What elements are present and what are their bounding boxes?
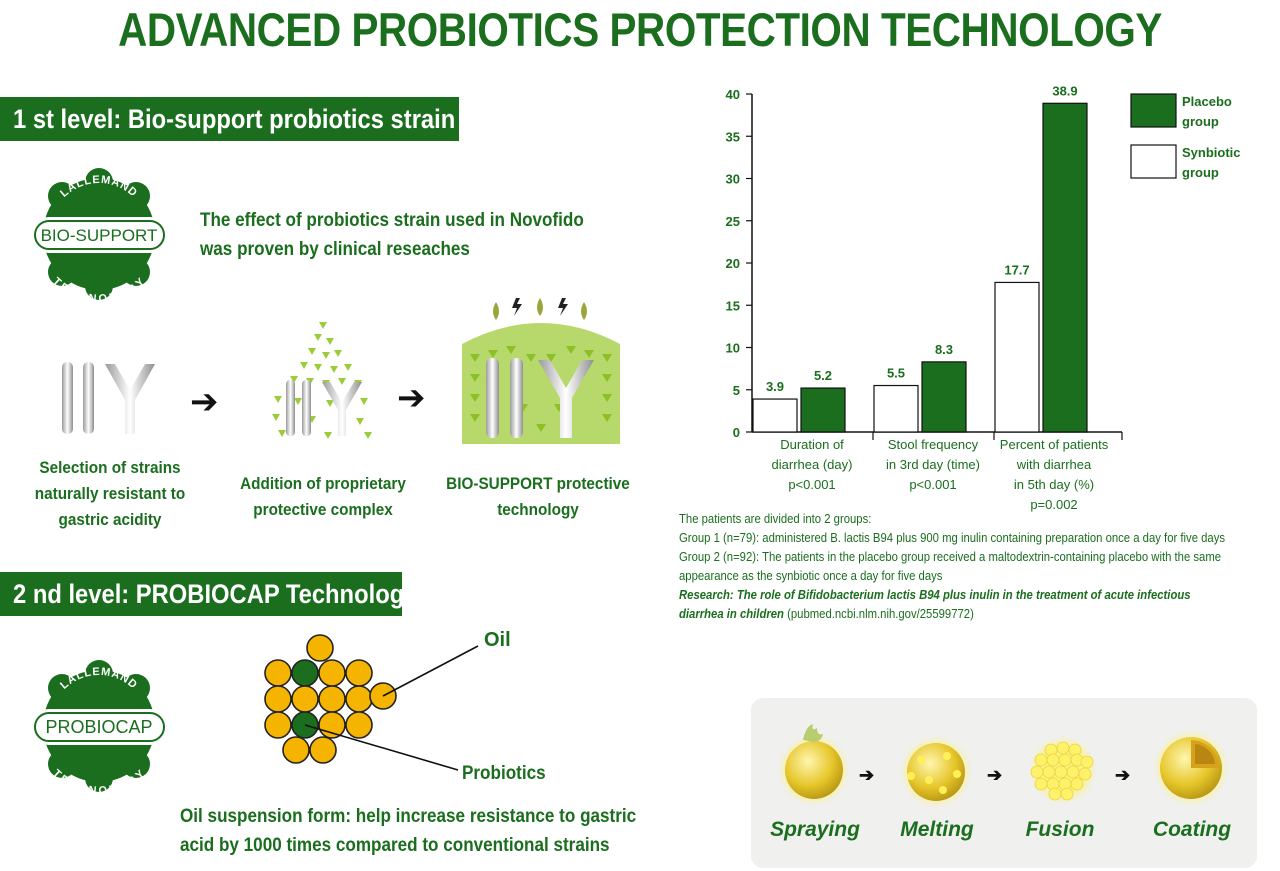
notes-line1: The patients are divided into 2 groups: bbox=[679, 511, 872, 526]
level2-desc-line2: acid by 1000 times compared to conventio… bbox=[180, 835, 610, 856]
x-tick-label: Percent of patients bbox=[1000, 437, 1109, 452]
legend-swatch bbox=[1130, 93, 1177, 128]
y-tick-label: 10 bbox=[726, 341, 740, 356]
legend-label: group bbox=[1182, 114, 1219, 129]
bio-support-technology-illustration bbox=[462, 298, 620, 444]
bar-placebo bbox=[1042, 102, 1088, 433]
oil-label: Oil bbox=[484, 629, 511, 651]
level2-banner: 2 nd level: PROBIOCAP Technology bbox=[0, 572, 417, 616]
bar-synbiotic bbox=[873, 384, 919, 433]
research-title-line1: Research: The role of Bifidobacterium la… bbox=[679, 587, 1191, 602]
y-tick-label: 5 bbox=[733, 383, 740, 398]
level2-description: Oil suspension form: help increase resis… bbox=[180, 802, 687, 860]
level1-desc-line1: The effect of probiotics strain used in … bbox=[200, 210, 584, 231]
y-tick-label: 25 bbox=[726, 214, 740, 229]
step2-caption: Addition of proprietary protective compl… bbox=[218, 471, 428, 523]
arrow-right-icon: ➔ bbox=[859, 765, 874, 785]
step1-caption: Selection of strains naturally resistant… bbox=[10, 455, 210, 533]
level1-desc-line2: was proven by clinical reseaches bbox=[200, 239, 470, 260]
process-illustrations: ➔ ➔ ➔ bbox=[778, 724, 1229, 808]
x-tick-label: p=0.002 bbox=[1030, 497, 1077, 512]
x-tick-label: p<0.001 bbox=[909, 477, 956, 492]
study-notes: The patients are divided into 2 groups: … bbox=[679, 509, 1269, 623]
research-title-line2: diarrhea in children (pubmed.ncbi.nlm.ni… bbox=[679, 604, 1192, 623]
oil-probiotics-diagram bbox=[264, 634, 479, 771]
bar-synbiotic bbox=[994, 281, 1040, 433]
data-label: 5.2 bbox=[814, 368, 832, 383]
bar-synbiotic bbox=[752, 398, 798, 433]
step3-caption-line1: BIO-SUPPORT protective bbox=[446, 474, 630, 493]
y-tick-label: 40 bbox=[726, 87, 740, 102]
fusion-icon bbox=[1029, 736, 1097, 804]
arrow-right-icon: ➔ bbox=[987, 765, 1002, 785]
page-title: ADVANCED PROBIOTICS PROTECTION TECHNOLOG… bbox=[118, 3, 1162, 56]
step2-caption-line1: Addition of proprietary bbox=[240, 474, 406, 493]
step1-caption-line3: gastric acidity bbox=[58, 510, 162, 529]
level2-banner-text: 2 nd level: PROBIOCAP Technology bbox=[13, 579, 418, 609]
bar-placebo bbox=[921, 361, 967, 433]
arrow-right-icon: ➔ bbox=[1115, 765, 1130, 785]
data-label: 3.9 bbox=[766, 379, 784, 394]
step3-caption: BIO-SUPPORT protective technology bbox=[428, 471, 648, 523]
x-tick-label: in 5th day (%) bbox=[1014, 477, 1094, 492]
strains-illustration bbox=[62, 362, 155, 434]
y-tick-label: 20 bbox=[726, 256, 740, 271]
level2-desc-line1: Oil suspension form: help increase resis… bbox=[180, 806, 637, 827]
process-step-coating: Coating bbox=[1152, 818, 1232, 841]
results-bar-chart: 0 5 10 15 20 25 30 35 40 3.9 5.2 Duration of diarrhe… bbox=[726, 83, 1241, 512]
x-tick-label: Stool frequency bbox=[888, 437, 979, 452]
bio-support-badge: LALLEMAND TECHNOLOGY BIO-SUPPORT bbox=[31, 168, 168, 301]
notes-line4: appearance as the synbiotic once a day f… bbox=[679, 568, 943, 583]
data-label: 5.5 bbox=[887, 366, 905, 381]
research-link: (pubmed.ncbi.nlm.nih.gov/25599772) bbox=[783, 606, 974, 621]
step1-caption-line2: naturally resistant to bbox=[34, 484, 186, 503]
legend-swatch bbox=[1130, 144, 1177, 179]
research-title-end: diarrhea in children bbox=[679, 606, 784, 621]
badge-middle-text: PROBIOCAP bbox=[45, 717, 152, 737]
legend-label: Synbiotic bbox=[1182, 145, 1241, 160]
arrow-right-icon: ➔ bbox=[190, 383, 219, 421]
data-label: 38.9 bbox=[1052, 83, 1077, 98]
x-tick-label: Duration of bbox=[780, 437, 844, 452]
step2-caption-line2: protective complex bbox=[253, 500, 393, 519]
notes-line2: Group 1 (n=79): administered B. lactis B… bbox=[679, 530, 1226, 545]
spraying-icon bbox=[778, 724, 850, 806]
melting-icon bbox=[900, 736, 972, 808]
y-tick-label: 35 bbox=[726, 129, 740, 144]
notes-line3: Group 2 (n=92): The patients in the plac… bbox=[679, 549, 1222, 564]
y-tick-label: 0 bbox=[733, 425, 740, 440]
bar-placebo bbox=[800, 387, 846, 433]
legend-label: Placebo bbox=[1182, 94, 1232, 109]
protective-complex-illustration bbox=[272, 322, 372, 439]
y-tick-label: 30 bbox=[726, 172, 740, 187]
level1-banner: 1 st level: Bio-support probiotics strai… bbox=[0, 97, 459, 141]
probiocap-badge: LALLEMAND TECHNOLOGY PROBIOCAP bbox=[31, 660, 168, 793]
arrow-right-icon: ➔ bbox=[397, 379, 426, 417]
x-tick-label: p<0.001 bbox=[788, 477, 835, 492]
coating-icon bbox=[1153, 730, 1229, 806]
data-label: 8.3 bbox=[935, 342, 953, 357]
badge-middle-text: BIO-SUPPORT bbox=[41, 226, 158, 245]
data-label: 17.7 bbox=[1004, 262, 1029, 277]
probiotics-label: Probiotics bbox=[462, 763, 546, 784]
step1-caption-line1: Selection of strains bbox=[39, 458, 181, 477]
x-tick-label: diarrhea (day) bbox=[772, 457, 853, 472]
level1-description: The effect of probiotics strain used in … bbox=[200, 206, 626, 264]
process-step-melting: Melting bbox=[900, 818, 974, 841]
process-step-spraying: Spraying bbox=[770, 818, 860, 841]
x-tick-label: with diarrhea bbox=[1016, 457, 1092, 472]
x-tick-label: in 3rd day (time) bbox=[886, 457, 980, 472]
legend-label: group bbox=[1182, 165, 1219, 180]
level1-banner-text: 1 st level: Bio-support probiotics strai… bbox=[13, 104, 456, 134]
step3-caption-line2: technology bbox=[497, 500, 579, 519]
y-tick-label: 15 bbox=[726, 298, 740, 313]
process-step-fusion: Fusion bbox=[1025, 818, 1095, 841]
